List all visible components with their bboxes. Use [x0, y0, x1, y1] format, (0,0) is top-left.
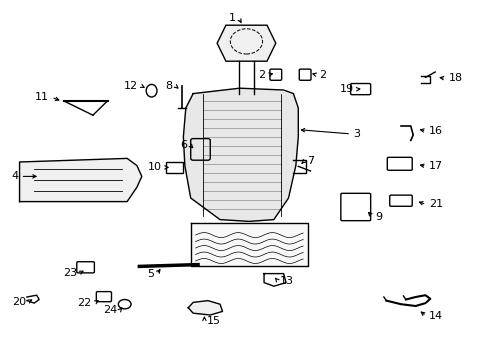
Text: 16: 16 [428, 126, 442, 136]
Polygon shape [188, 301, 222, 315]
Text: 4: 4 [11, 171, 18, 181]
Polygon shape [183, 88, 298, 221]
Text: 3: 3 [353, 129, 360, 139]
Text: 10: 10 [147, 162, 161, 172]
Text: 23: 23 [63, 268, 77, 278]
Text: 8: 8 [165, 81, 172, 91]
Bar [166, 162, 183, 173]
Text: 17: 17 [428, 161, 442, 171]
Text: 1: 1 [229, 13, 236, 23]
Text: 7: 7 [306, 156, 313, 166]
Text: 11: 11 [35, 92, 49, 102]
Text: 9: 9 [374, 212, 382, 222]
Text: 5: 5 [147, 269, 154, 279]
Text: 2: 2 [319, 70, 326, 80]
Text: 2: 2 [258, 70, 265, 80]
Text: 24: 24 [103, 305, 117, 315]
Text: 12: 12 [124, 81, 138, 91]
Polygon shape [190, 223, 307, 266]
Text: 18: 18 [447, 73, 462, 84]
Polygon shape [20, 158, 142, 202]
Text: 15: 15 [206, 316, 221, 326]
Polygon shape [217, 25, 275, 61]
Text: 19: 19 [339, 84, 353, 94]
Text: 13: 13 [280, 276, 294, 286]
Text: 14: 14 [428, 311, 442, 321]
Text: 20: 20 [12, 297, 26, 307]
Text: 22: 22 [77, 298, 91, 308]
Text: 6: 6 [180, 140, 187, 150]
Text: 21: 21 [428, 199, 442, 210]
